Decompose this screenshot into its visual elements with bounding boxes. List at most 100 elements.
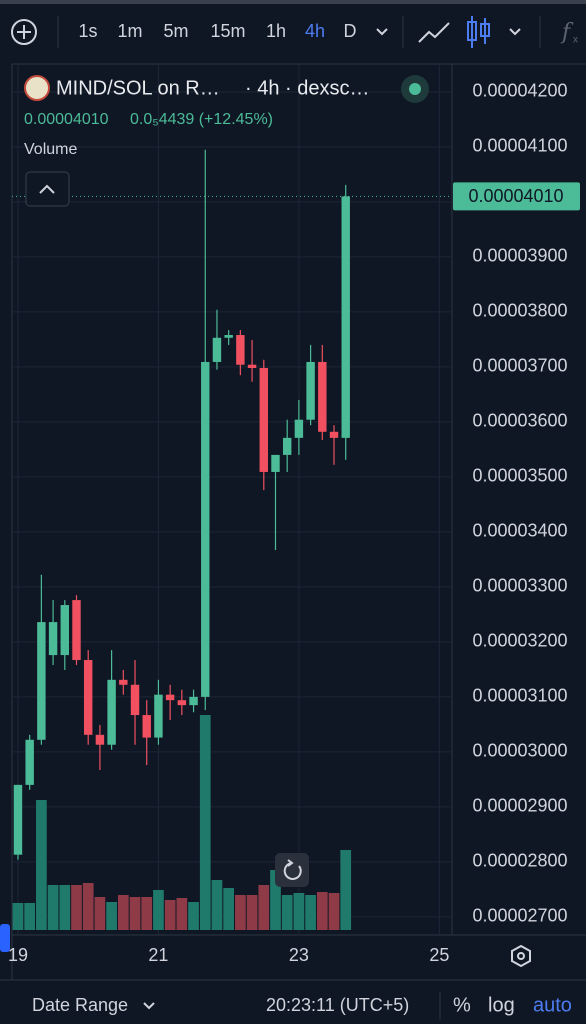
volume-bar [59,885,71,930]
reset-button[interactable] [275,853,309,887]
candle-body [130,684,140,716]
interval-button[interactable]: 15m [210,21,245,41]
y-tick-label: 0.00004200 [472,81,567,101]
candle-body [306,361,315,420]
volume-bar [129,897,141,930]
x-tick-label: 19 [8,945,28,965]
volume-bar [36,800,47,930]
token-icon [24,75,50,101]
auto-button[interactable]: auto [533,994,572,1016]
y-tick-label: 0.00003000 [472,741,567,761]
y-tick-label: 0.00003500 [472,466,567,486]
footer: Date Range 20:23:11 (UTC+5) % log auto [32,992,572,1020]
y-tick-label: 0.00003800 [472,301,567,321]
candle-body [282,437,292,455]
volume-bar [305,895,316,930]
volume-bar [153,890,164,930]
candle-body [212,337,222,362]
y-tick-label: 0.00003600 [472,411,567,431]
interval-button[interactable]: 4h [305,21,325,41]
candle-body [37,622,46,740]
y-tick-label: 0.00002900 [472,796,567,816]
y-tick-label: 0.00003400 [472,521,567,541]
plot [12,65,452,935]
candle-body [271,454,280,472]
y-tick-label: 0.00003900 [472,246,567,266]
y-tick-label: 0.00002700 [472,906,567,926]
candle-body [189,696,198,706]
volume-bar [281,895,293,930]
volume-bar [235,895,246,930]
volume-label: Volume [24,141,77,158]
candle-body [154,694,163,738]
y-tick-label: 0.00003700 [472,356,567,376]
interval-button[interactable]: 1s [78,21,97,41]
volume-bar [141,897,153,930]
y-tick-label: 0.00003200 [472,631,567,651]
reset-icon [283,862,302,880]
candle-body [83,660,93,735]
interval-button[interactable]: 1h [266,21,286,41]
volume-bar [117,895,129,930]
price-change: 0.0₅4439 (+12.45%) [130,111,273,128]
volume-bar [176,898,188,930]
icon-body [480,23,490,37]
volume-bar [340,850,352,930]
interval-button[interactable]: D [344,21,357,41]
volume-bar [246,895,258,930]
volume-bar [82,883,94,930]
volume-bar [94,897,106,930]
candle-body [72,600,81,661]
candle-body [25,739,34,785]
date-range-button[interactable]: Date Range [32,995,128,1015]
y-tick-label: 0.00003100 [472,686,567,706]
y-tick-label: 0.00004100 [472,136,567,156]
candle-body [224,335,233,338]
interval-menu[interactable] [376,28,388,36]
x-tick-label: 25 [429,945,449,965]
candle-body [236,335,245,365]
candle-chart-button[interactable] [467,16,490,48]
candle-body [107,679,116,745]
volume-bar [211,880,223,930]
candle-body [259,368,268,472]
collapse-button[interactable] [25,171,70,207]
indicators-sub: x [573,35,578,46]
y-tick-label: 0.00002800 [472,851,567,871]
line-chart-button[interactable] [418,22,450,43]
volume-bar [316,892,328,930]
settings-button[interactable] [511,944,531,968]
side-tab[interactable] [0,924,10,952]
interval-button[interactable]: 5m [163,21,188,41]
top-border [0,0,586,4]
volume-bar [71,885,82,930]
candle-body [95,734,105,745]
candle-body [341,196,350,438]
volume-bar [199,715,211,930]
percent-button[interactable]: % [453,994,471,1016]
reset-icon [287,859,294,867]
icon-body [467,21,477,41]
candle-body [318,361,327,432]
candle-body [48,622,58,656]
volume-bar [270,870,281,930]
volume-bar [328,893,340,930]
clock: 20:23:11 (UTC+5) [266,995,409,1015]
volume-bar [12,903,24,930]
last-price: 0.00004010 [24,111,109,128]
volume-bar [24,903,36,930]
interval-button[interactable]: 1m [117,21,142,41]
x-tick-label: 23 [289,945,309,965]
y-tick-label: 0.00003300 [472,576,567,596]
volume-bar [293,893,305,930]
chart-subtitle: · 4h · dexsc… [245,77,369,99]
candle-body [165,694,175,701]
candle-body [201,361,210,697]
chart-type-menu[interactable] [509,28,521,36]
add-button[interactable] [11,19,37,45]
candle-body [247,364,257,369]
chart-title: MIND/SOL on R… [56,77,220,99]
log-button[interactable]: log [488,994,515,1016]
